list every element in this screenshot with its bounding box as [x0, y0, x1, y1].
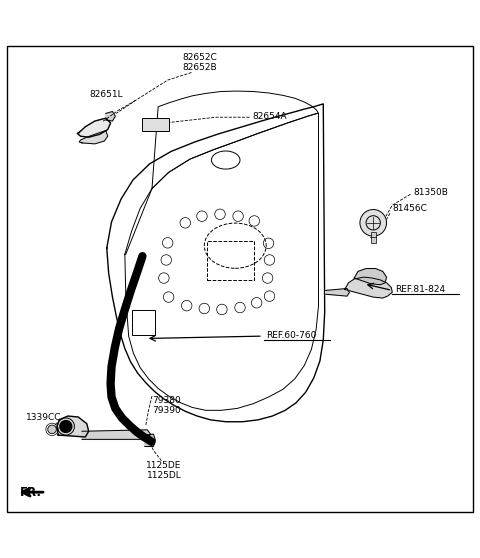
Polygon shape [145, 434, 156, 446]
Text: 82654A: 82654A [252, 112, 287, 121]
Polygon shape [106, 112, 115, 121]
Text: REF.60-760: REF.60-760 [266, 331, 316, 340]
Text: FR.: FR. [20, 485, 42, 499]
Text: 82652C
82652B: 82652C 82652B [182, 52, 217, 72]
Polygon shape [82, 430, 151, 439]
Bar [143, 118, 168, 132]
Polygon shape [354, 268, 386, 285]
Circle shape [59, 420, 72, 433]
Text: 1339CC: 1339CC [26, 413, 62, 422]
Polygon shape [345, 277, 392, 298]
Bar [132, 310, 156, 335]
Text: 1125DE
1125DL: 1125DE 1125DL [146, 461, 181, 480]
Polygon shape [77, 118, 110, 137]
Text: REF.81-824: REF.81-824 [395, 285, 445, 294]
Polygon shape [79, 131, 108, 144]
Text: 79380
79390: 79380 79390 [152, 396, 181, 415]
Polygon shape [57, 416, 89, 437]
Bar [371, 232, 376, 243]
Text: 81456C: 81456C [392, 204, 427, 213]
Polygon shape [325, 288, 349, 296]
Circle shape [48, 425, 56, 434]
Circle shape [360, 209, 386, 236]
Text: 81350B: 81350B [414, 188, 448, 197]
Bar [207, 241, 254, 280]
Text: 82651L: 82651L [90, 90, 123, 99]
